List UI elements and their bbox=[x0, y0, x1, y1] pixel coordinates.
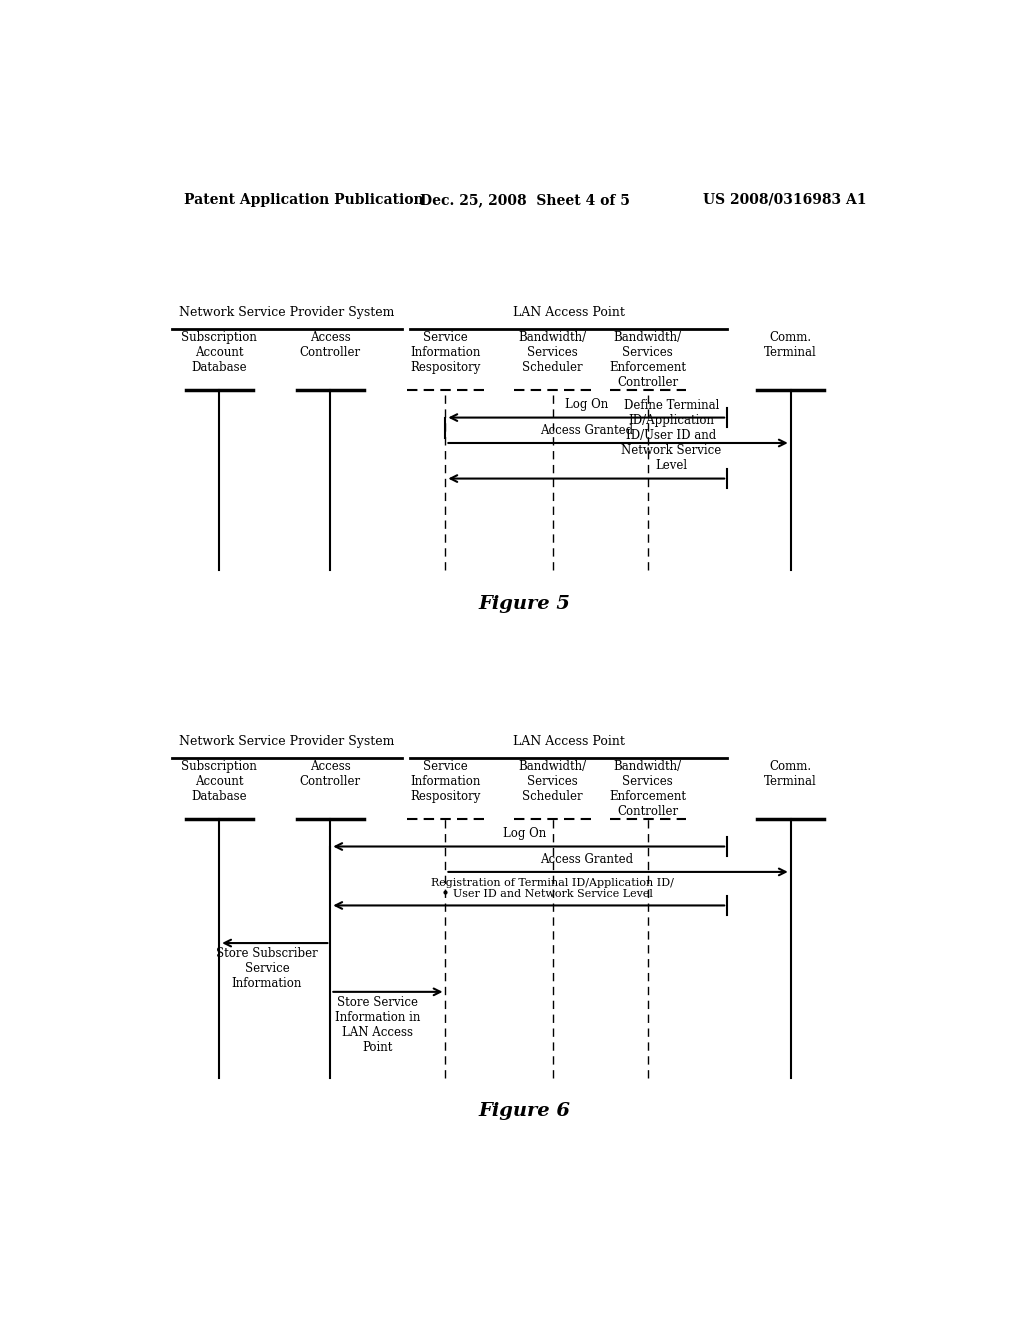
Text: LAN Access Point: LAN Access Point bbox=[512, 735, 625, 748]
Text: Service
Information
Respository: Service Information Respository bbox=[411, 760, 480, 803]
Text: Bandwidth/
Services
Enforcement
Controller: Bandwidth/ Services Enforcement Controll… bbox=[609, 760, 686, 818]
Text: Subscription
Account
Database: Subscription Account Database bbox=[181, 760, 257, 803]
Text: Bandwidth/
Services
Scheduler: Bandwidth/ Services Scheduler bbox=[518, 331, 587, 374]
Text: Service
Information
Respository: Service Information Respository bbox=[411, 331, 480, 374]
Text: Store Service
Information in
LAN Access
Point: Store Service Information in LAN Access … bbox=[335, 995, 421, 1053]
Text: Access Granted: Access Granted bbox=[540, 853, 633, 866]
Text: Log On: Log On bbox=[503, 828, 547, 841]
Text: LAN Access Point: LAN Access Point bbox=[512, 306, 625, 319]
Text: Figure 6: Figure 6 bbox=[479, 1102, 570, 1119]
Text: Define Terminal
ID/Application
ID/User ID and
Network Service
Level: Define Terminal ID/Application ID/User I… bbox=[622, 400, 722, 473]
Text: Network Service Provider System: Network Service Provider System bbox=[179, 306, 394, 319]
Text: Log On: Log On bbox=[565, 399, 608, 412]
Text: Comm.
Terminal: Comm. Terminal bbox=[764, 760, 817, 788]
Text: Access
Controller: Access Controller bbox=[300, 760, 360, 788]
Text: Registration of Terminal ID/Application ID/
User ID and Network Service Level: Registration of Terminal ID/Application … bbox=[431, 878, 674, 899]
Text: Subscription
Account
Database: Subscription Account Database bbox=[181, 331, 257, 374]
Text: US 2008/0316983 A1: US 2008/0316983 A1 bbox=[702, 193, 866, 207]
Text: Figure 5: Figure 5 bbox=[479, 595, 570, 614]
Text: Bandwidth/
Services
Enforcement
Controller: Bandwidth/ Services Enforcement Controll… bbox=[609, 331, 686, 389]
Text: Comm.
Terminal: Comm. Terminal bbox=[764, 331, 817, 359]
Text: Dec. 25, 2008  Sheet 4 of 5: Dec. 25, 2008 Sheet 4 of 5 bbox=[420, 193, 630, 207]
Text: Network Service Provider System: Network Service Provider System bbox=[179, 735, 394, 748]
Text: Bandwidth/
Services
Scheduler: Bandwidth/ Services Scheduler bbox=[518, 760, 587, 803]
Text: Store Subscriber
Service
Information: Store Subscriber Service Information bbox=[216, 948, 317, 990]
Text: Patent Application Publication: Patent Application Publication bbox=[183, 193, 423, 207]
Text: Access
Controller: Access Controller bbox=[300, 331, 360, 359]
Text: Access Granted: Access Granted bbox=[540, 424, 633, 437]
